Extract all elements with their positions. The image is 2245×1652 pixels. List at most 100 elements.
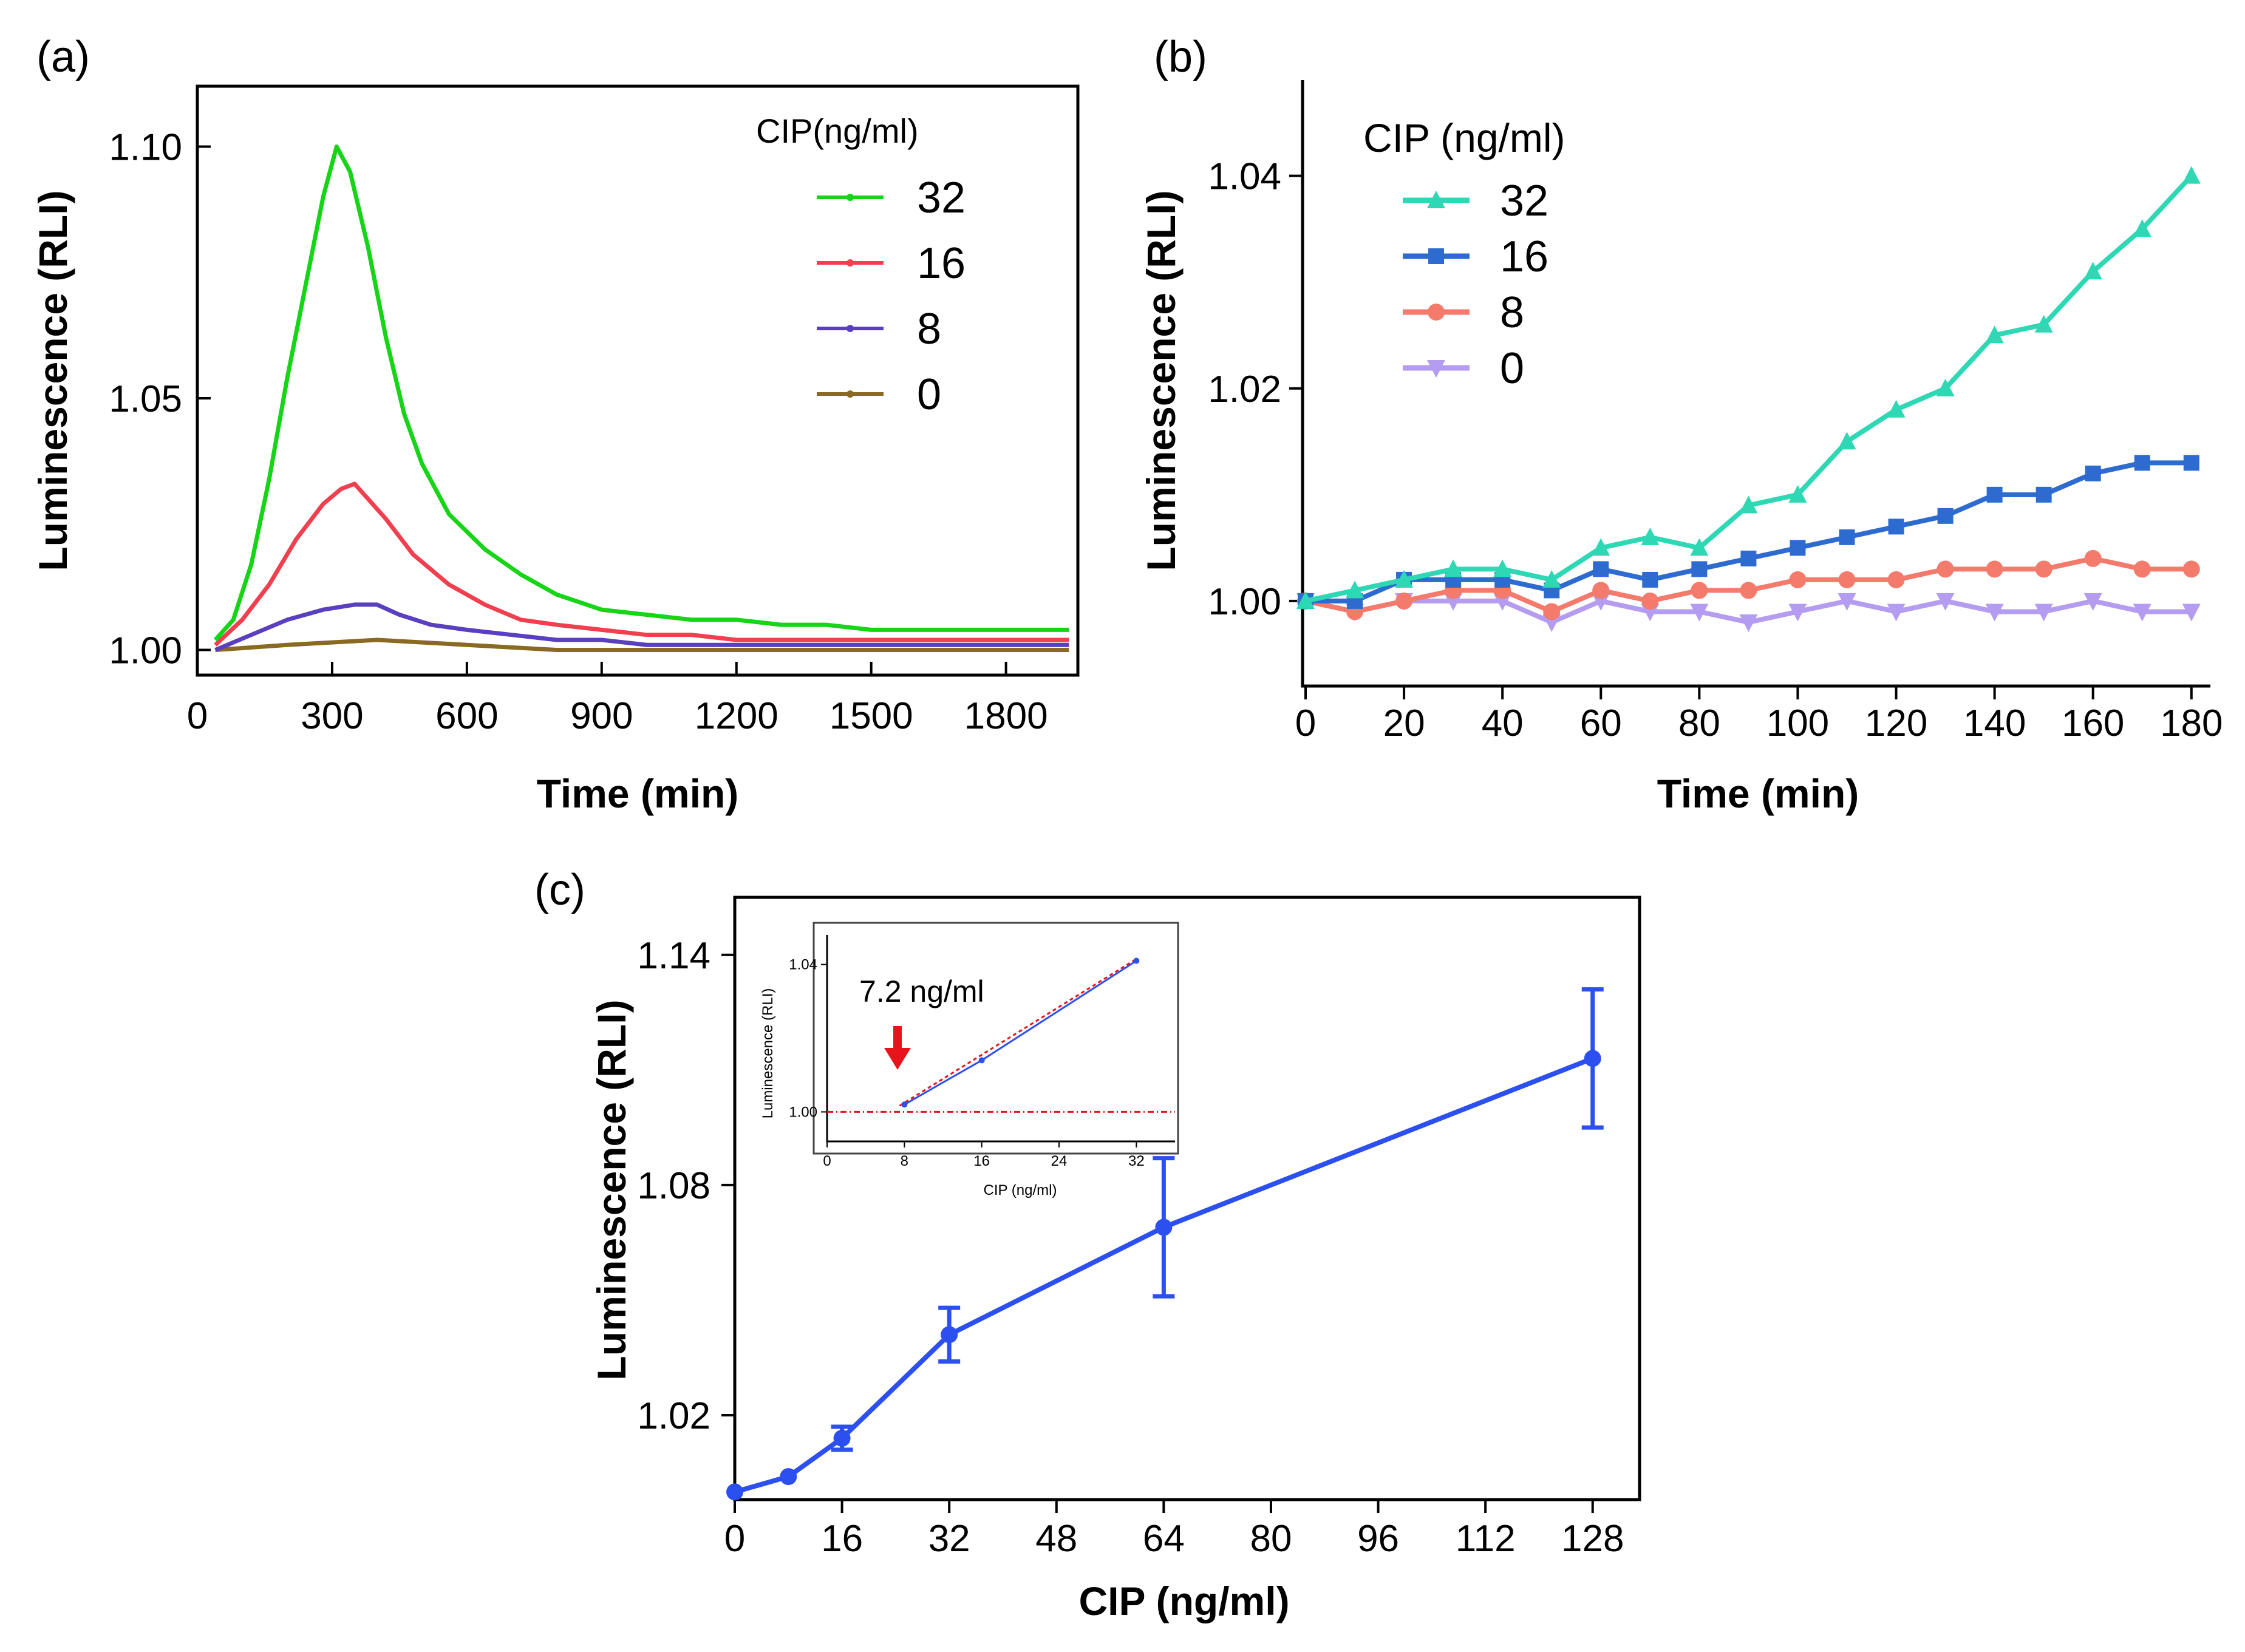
panel-b: (b) 0 20 40 60 80 100 120 140 160 180 1.001.021.0… [1139,33,2223,816]
legend-marker-0 [847,390,854,398]
inset-arrow-head [884,1048,911,1070]
panel-b-label: (b) [1154,33,1207,81]
data-point-16 [1839,529,1855,545]
data-point-8 [1838,571,1856,588]
x-tick-label: 0 [724,1518,745,1560]
x-tick-label: 160 [2062,702,2124,744]
data-point-32 [1493,559,1512,577]
panel-c-y-ticks: 1.02 1.08 1.14 [637,935,735,1437]
data-point-16 [2183,455,2199,471]
x-tick-label: 1200 [695,695,778,737]
data-point-32 [1788,484,1807,503]
x-tick-label: 48 [1035,1518,1077,1560]
data-point-32 [2083,262,2102,280]
data-point-0 [2034,603,2053,622]
inset-y-tick-label: 1.04 [789,957,817,973]
data-point-32 [1296,591,1315,609]
x-tick-label: 112 [1456,1518,1516,1560]
legend-label-32: 32 [917,174,966,222]
x-tick-label: 40 [1482,702,1524,744]
data-point-32 [1592,538,1610,556]
panel-c-y-title: Luminescence (RLI) [589,999,634,1380]
data-point-8 [2084,549,2102,567]
data-point-0 [1985,603,2004,622]
data-point-8 [1937,560,1954,578]
data-point [1155,1219,1173,1236]
legend-marker-16 [847,259,854,267]
y-tick-label: 1.00 [109,630,182,672]
data-point-16 [1642,571,1658,588]
series-line-16 [214,481,1069,647]
data-point-8 [1986,560,2003,578]
data-point-16 [1790,540,1806,556]
legend-marker-16 [1428,248,1444,264]
data-point [941,1326,958,1344]
data-point-0 [1887,603,1906,622]
data-point-32 [1887,399,1906,418]
panel-b-y-ticks: 1.00 1.02 1.04 [1208,156,1303,623]
panel-c-label: (c) [534,866,585,914]
data-point-8 [2133,560,2151,578]
data-point-32 [2034,314,2053,333]
x-tick-label: 96 [1357,1518,1399,1560]
series-line-8 [214,602,1069,652]
data-point-8 [1789,571,1807,588]
inset-x-tick-label: 32 [1128,1153,1145,1169]
panel-a-x-title: Time (min) [537,771,738,816]
x-tick-label: 140 [1963,702,2026,744]
inset-x-tick-label: 24 [1051,1153,1068,1169]
x-tick-label: 0 [187,695,208,737]
data-point-32 [1739,495,1758,514]
x-tick-label: 120 [1865,702,1927,744]
panel-a-legend: 32 16 8 0 [817,174,966,419]
data-point-32 [1985,325,2004,344]
inset-axes [826,935,1175,1143]
inset-data-point [901,1101,908,1108]
legend-label-8: 8 [1500,288,1524,337]
data-point-0 [2133,603,2151,622]
inset-plot [826,935,1175,1143]
inset-chart: 0 8 16 24 32 1.00 1.04 CIP (ng/ml) Luminescen… [760,922,1179,1198]
legend-marker-32 [847,194,854,201]
panel-b-plot [1296,166,2201,632]
data-point-32 [1641,527,1660,545]
x-tick-label: 128 [1561,1518,1624,1560]
data-point-32 [1395,569,1414,588]
data-point-0 [2083,593,2102,611]
y-tick-label: 1.10 [109,126,182,168]
legend-marker-0 [1427,360,1445,378]
data-point-32 [1690,538,1709,556]
panel-b-axes [1301,80,2210,688]
panel-a-frame [196,84,1080,677]
panel-c-x-title: CIP (ng/ml) [1078,1579,1289,1623]
data-point-8 [1691,582,1708,599]
y-tick-label: 1.04 [1208,156,1281,198]
data-point [1584,1050,1601,1067]
data-point-16 [1593,561,1609,577]
panel-c-frame [733,896,1641,1501]
panel-b-y-title: Luminescence (RLI) [1139,190,1184,571]
data-point-16 [1740,550,1757,566]
legend-label-0: 0 [1500,344,1524,393]
legend-marker-8 [1428,304,1445,321]
inset-x-tick-label: 0 [823,1153,831,1169]
data-point-16 [1691,561,1708,577]
x-tick-label: 100 [1766,702,1829,744]
data-point-32 [2182,166,2201,184]
x-tick-label: 60 [1580,702,1622,744]
data-point-0 [1690,603,1709,622]
x-tick-label: 1800 [964,695,1048,737]
legend-label-16: 16 [1500,233,1548,281]
inset-threshold-annotation: 7.2 ng/ml [859,974,984,1008]
data-point-16 [1888,518,1904,535]
x-tick-label: 600 [435,695,498,737]
data-point-8 [1740,582,1757,599]
y-tick-label: 1.08 [637,1165,710,1207]
panel-c-x-ticks: 0 16 32 48 64 80 96 112 128 [724,1500,1624,1560]
data-point-8 [1395,592,1413,610]
data-point-0 [1936,593,1955,611]
x-tick-label: 64 [1143,1518,1185,1560]
inset-data-point [978,1057,985,1064]
data-point-32 [1444,559,1463,577]
